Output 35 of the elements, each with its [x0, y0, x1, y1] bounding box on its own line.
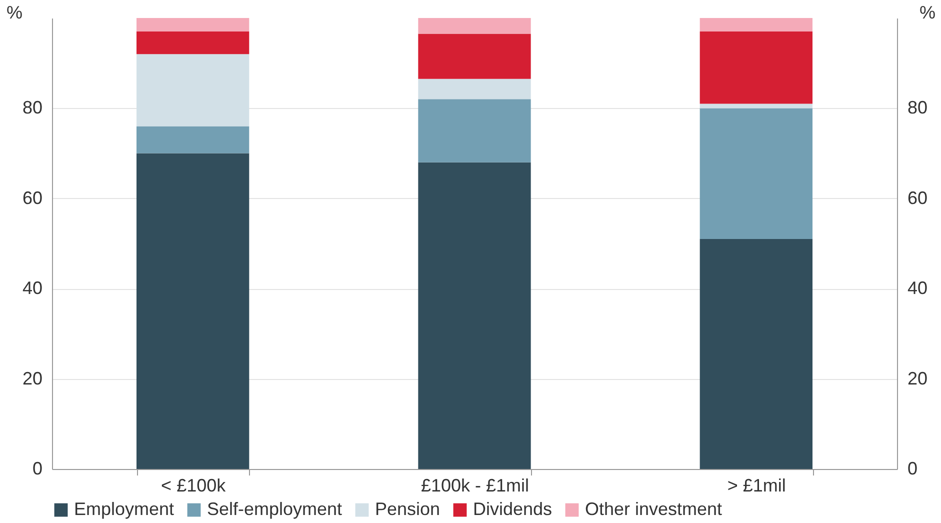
y-tick-label: 40 — [22, 278, 42, 298]
y2-tick-label: 20 — [908, 368, 928, 388]
x-tick-label: < £100k — [161, 476, 227, 496]
x-tick-label: > £1mil — [727, 476, 786, 496]
y-axis-title: % — [6, 2, 23, 22]
y-tick-label: 60 — [22, 188, 42, 208]
legend-label: Employment — [74, 499, 174, 519]
legend-label: Dividends — [473, 499, 552, 519]
legend-label: Pension — [375, 499, 440, 519]
legend-label: Self-employment — [207, 499, 342, 519]
y2-tick-label: 40 — [908, 278, 928, 298]
bar — [418, 162, 531, 469]
bar — [700, 18, 812, 32]
y2-tick-label: 60 — [908, 188, 928, 208]
bar — [700, 108, 812, 239]
x-tick-label: £100k - £1mil — [420, 476, 530, 496]
bar — [700, 32, 812, 104]
bar — [136, 153, 250, 469]
bar — [418, 99, 531, 162]
y2-tick-label: 0 — [908, 458, 918, 478]
y2-axis-title: % — [919, 2, 936, 22]
y-tick-label: 80 — [22, 98, 42, 118]
bar — [418, 34, 531, 79]
legend-label: Other investment — [585, 499, 722, 519]
bar — [136, 32, 250, 54]
y-tick-label: 20 — [22, 368, 42, 388]
bar — [700, 238, 812, 469]
bar — [136, 126, 250, 154]
bar — [418, 78, 531, 100]
bar — [700, 104, 812, 108]
bar — [136, 54, 250, 126]
y-tick-label: 0 — [32, 458, 42, 478]
bar — [418, 18, 531, 34]
y2-tick-label: 80 — [908, 98, 928, 118]
bar — [136, 18, 250, 32]
